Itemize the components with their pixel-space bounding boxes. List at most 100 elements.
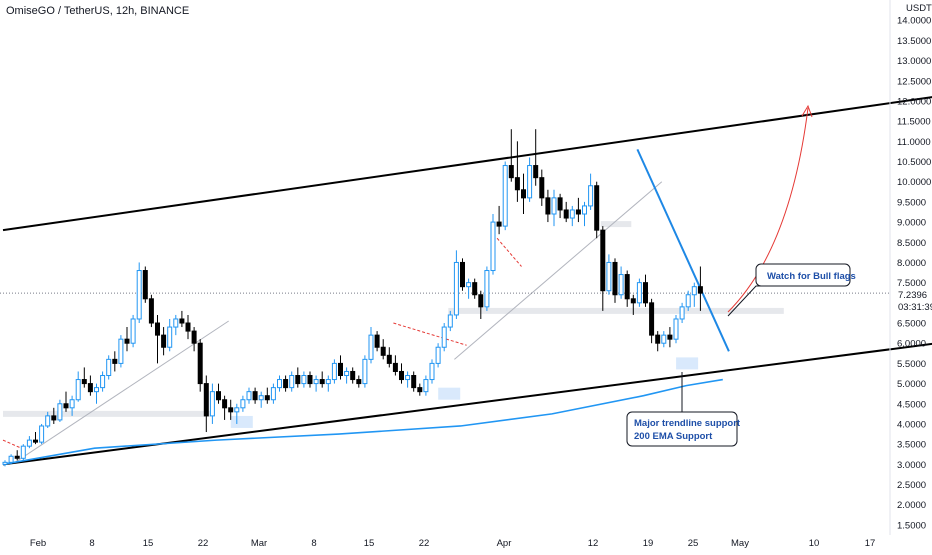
candle-body[interactable] <box>148 298 154 324</box>
candle-body[interactable] <box>20 445 26 459</box>
candle-body[interactable] <box>136 270 142 320</box>
candle-body[interactable] <box>216 391 221 401</box>
candle-body[interactable] <box>45 415 51 427</box>
candle-body[interactable] <box>368 334 374 360</box>
candle-body[interactable] <box>112 358 118 364</box>
candle-body[interactable] <box>319 379 325 385</box>
candle-body[interactable] <box>484 270 490 308</box>
candle-body[interactable] <box>209 391 215 417</box>
candle-body[interactable] <box>197 342 203 385</box>
candle-body[interactable] <box>87 383 93 393</box>
candle-body[interactable] <box>264 395 270 401</box>
candle-body[interactable] <box>14 455 20 459</box>
candle-body[interactable] <box>179 318 185 324</box>
candle-body[interactable] <box>551 197 557 215</box>
candle-body[interactable] <box>338 362 343 377</box>
candle-body[interactable] <box>81 379 87 385</box>
candle-body[interactable] <box>106 358 112 377</box>
candle-body[interactable] <box>155 322 160 336</box>
candle-body[interactable] <box>161 334 167 348</box>
candle-body[interactable] <box>289 375 295 389</box>
candle-body[interactable] <box>472 282 478 296</box>
candle-body[interactable] <box>643 282 648 304</box>
candle-body[interactable] <box>600 229 606 292</box>
candle-body[interactable] <box>460 261 465 288</box>
candle-body[interactable] <box>69 399 75 409</box>
candle-body[interactable] <box>588 185 594 207</box>
candle-body[interactable] <box>331 362 337 381</box>
candle-body[interactable] <box>508 165 514 179</box>
candle-body[interactable] <box>453 261 459 316</box>
bull-flags-callout[interactable]: Watch for Bull flags <box>727 263 856 317</box>
candle-body[interactable] <box>234 407 240 413</box>
candle-body[interactable] <box>246 391 252 401</box>
candle-body[interactable] <box>203 383 209 417</box>
candle-body[interactable] <box>624 274 630 300</box>
candle-body[interactable] <box>575 209 581 215</box>
candle-body[interactable] <box>618 274 624 296</box>
candle-body[interactable] <box>539 177 545 199</box>
candle-body[interactable] <box>679 306 685 320</box>
candle-body[interactable] <box>649 302 655 336</box>
candle-body[interactable] <box>545 197 551 215</box>
candle-body[interactable] <box>594 185 600 231</box>
candle-body[interactable] <box>374 334 380 348</box>
candle-body[interactable] <box>417 387 423 393</box>
candle-body[interactable] <box>691 286 697 296</box>
candle-body[interactable] <box>667 334 673 340</box>
candle-body[interactable] <box>57 403 63 421</box>
candle-body[interactable] <box>612 261 618 296</box>
candle-body[interactable] <box>350 370 356 381</box>
candle-body[interactable] <box>39 425 45 443</box>
candle-body[interactable] <box>94 387 99 393</box>
candle-body[interactable] <box>51 415 57 421</box>
candle-body[interactable] <box>356 379 362 385</box>
candle-body[interactable] <box>557 197 563 211</box>
candle-body[interactable] <box>26 439 32 447</box>
candle-body[interactable] <box>142 270 148 300</box>
candle-body[interactable] <box>75 379 81 401</box>
candle-body[interactable] <box>533 165 539 179</box>
candle-body[interactable] <box>277 379 282 389</box>
candle-body[interactable] <box>325 379 331 385</box>
candle-body[interactable] <box>673 318 679 340</box>
candle-body[interactable] <box>252 391 258 401</box>
candle-body[interactable] <box>399 370 404 381</box>
candle-body[interactable] <box>569 209 575 219</box>
candle-body[interactable] <box>301 375 307 385</box>
candle-body[interactable] <box>478 294 484 308</box>
candle-body[interactable] <box>423 379 429 393</box>
candle-body[interactable] <box>191 330 197 344</box>
candle-body[interactable] <box>8 455 14 463</box>
candle-body[interactable] <box>447 314 453 328</box>
candle-body[interactable] <box>33 439 38 443</box>
candle-body[interactable] <box>295 375 301 385</box>
candle-body[interactable] <box>118 338 124 364</box>
candle-body[interactable] <box>63 403 69 409</box>
candle-body[interactable] <box>100 375 106 389</box>
candle-body[interactable] <box>258 395 264 401</box>
support-callout[interactable]: Major trendline support 200 EMA Support <box>626 372 741 447</box>
candle-body[interactable] <box>435 346 441 364</box>
candle-body[interactable] <box>2 461 8 465</box>
candle-body[interactable] <box>222 399 228 409</box>
candle-body[interactable] <box>185 322 191 332</box>
candle-body[interactable] <box>697 286 703 294</box>
candle-body[interactable] <box>441 326 447 348</box>
candle-body[interactable] <box>411 375 417 389</box>
candle-body[interactable] <box>130 318 136 344</box>
candle-body[interactable] <box>429 362 435 381</box>
candle-body[interactable] <box>563 209 569 219</box>
candle-body[interactable] <box>386 354 392 364</box>
candle-body[interactable] <box>582 205 587 215</box>
candle-body[interactable] <box>362 358 368 385</box>
candle-body[interactable] <box>124 338 130 344</box>
candle-body[interactable] <box>228 407 234 413</box>
candle-body[interactable] <box>466 282 472 288</box>
candle-body[interactable] <box>344 370 350 377</box>
candle-body[interactable] <box>521 189 526 199</box>
candle-body[interactable] <box>502 165 508 227</box>
candle-body[interactable] <box>405 375 411 381</box>
candle-body[interactable] <box>167 326 173 348</box>
